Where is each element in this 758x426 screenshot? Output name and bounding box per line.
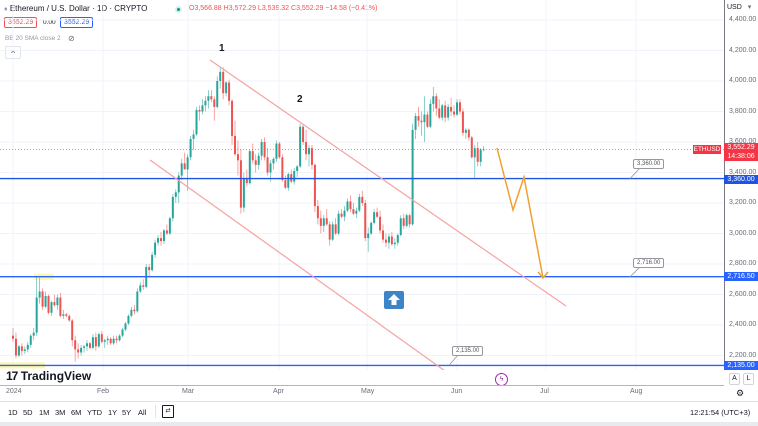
range-button-1y[interactable]: 1Y	[108, 408, 118, 417]
calendar-goto-icon[interactable]: ⇄	[162, 405, 174, 418]
symbol-title[interactable]: Ethereum / U.S. Dollar · 1D · CRYPTO	[9, 4, 148, 13]
time-tick: Jul	[540, 388, 549, 395]
range-button-5y[interactable]: 5Y	[122, 408, 132, 417]
clock[interactable]: 12:21:54 (UTC+3)	[690, 408, 751, 417]
range-button-3m[interactable]: 3M	[55, 408, 66, 417]
footer-strip	[0, 422, 758, 426]
currency-selector[interactable]: USD ▾	[727, 4, 752, 11]
wave-2-label: 2	[297, 94, 303, 105]
price-tick: 3,600.00	[729, 138, 757, 145]
price-tick: 3,000.00	[729, 229, 757, 237]
symbol-tag: ETHUSD	[693, 145, 721, 154]
time-axis[interactable]	[0, 385, 724, 402]
chevron-down-icon: ▾	[747, 4, 752, 11]
price-tick: 4,200.00	[729, 46, 757, 54]
range-button-ytd[interactable]: YTD	[87, 408, 102, 417]
price-tick: 4,400.00	[729, 16, 757, 23]
price-tick: 3,200.00	[729, 199, 757, 206]
indicator-label[interactable]: BB 20 SMA close 2	[5, 35, 61, 42]
toolbar-divider	[155, 405, 156, 418]
price-tick: 2,200.00	[729, 351, 757, 359]
price-tick: 2,800.00	[729, 260, 757, 267]
tradingview-logo-icon: 17	[6, 369, 18, 383]
price-tick: 3,400.00	[729, 168, 757, 176]
level-callout-3360[interactable]: 3,360.00	[633, 159, 665, 169]
ohlc-values: O3,566.88 H3,572.29 L3,539.32 C3,552.29 …	[189, 5, 377, 12]
ohlc-change: −14.58 (−0.41%)	[325, 5, 378, 12]
price-tick: 2,400.00	[729, 321, 757, 328]
level-axis-label-2135: 2,135.00	[724, 361, 758, 370]
arrow-up-icon[interactable]	[384, 291, 404, 309]
market-status-dot	[175, 6, 182, 13]
buy-button[interactable]: 3552.29	[60, 17, 94, 28]
range-button-5d[interactable]: 5D	[23, 408, 33, 417]
ohlc-high: H3,572.29	[223, 5, 256, 12]
price-tick: 4,000.00	[729, 77, 757, 84]
time-tick: Mar	[182, 388, 195, 395]
time-tick: Aug	[630, 388, 643, 395]
price-chart[interactable]	[0, 0, 724, 370]
eye-crossed-icon[interactable]: ⊘	[68, 34, 75, 43]
range-button-1m[interactable]: 1M	[39, 408, 50, 417]
symbol-header[interactable]: ♦ Ethereum / U.S. Dollar · 1D · CRYPTO	[4, 4, 147, 13]
ohlc-low: L3,539.32	[257, 5, 290, 12]
wave-1-label: 1	[219, 43, 225, 54]
range-button-all[interactable]: All	[138, 408, 147, 417]
level-callout-2135[interactable]: 2,135.00	[452, 346, 484, 356]
price-tick: 3,800.00	[729, 107, 757, 115]
last-price-label: 3,552.29 14:38:06	[724, 143, 758, 161]
time-tick: Apr	[273, 388, 284, 395]
price-tick: 2,600.00	[729, 290, 757, 298]
level-axis-label-2716: 2,716.50	[724, 272, 758, 281]
gear-icon[interactable]: ⚙	[736, 388, 745, 398]
price-axis[interactable]	[724, 0, 758, 370]
ohlc-open: O3,566.88	[189, 5, 222, 12]
level-callout-2716[interactable]: 2,716.00	[633, 258, 665, 268]
sell-button[interactable]: 3552.29	[4, 17, 38, 28]
ohlc-close: C3,552.29	[291, 5, 324, 12]
time-tick: 2024	[6, 388, 22, 395]
log-scale-button[interactable]: L	[743, 373, 754, 385]
grid-lines	[0, 0, 724, 370]
time-tick: May	[361, 388, 375, 395]
time-tick: Jun	[451, 388, 463, 395]
ethereum-icon: ♦	[4, 6, 8, 13]
bottom-toolbar	[0, 401, 758, 424]
range-button-1d[interactable]: 1D	[8, 408, 18, 417]
time-tick: Feb	[97, 388, 110, 395]
range-button-6m[interactable]: 6M	[71, 408, 82, 417]
auto-scale-button[interactable]: A	[729, 373, 740, 385]
spread-value: 0.00	[43, 19, 56, 26]
tradingview-watermark[interactable]: 17 TradingView	[6, 369, 92, 383]
candles	[12, 67, 485, 362]
level-axis-label-3360: 3,360.00	[724, 175, 758, 184]
